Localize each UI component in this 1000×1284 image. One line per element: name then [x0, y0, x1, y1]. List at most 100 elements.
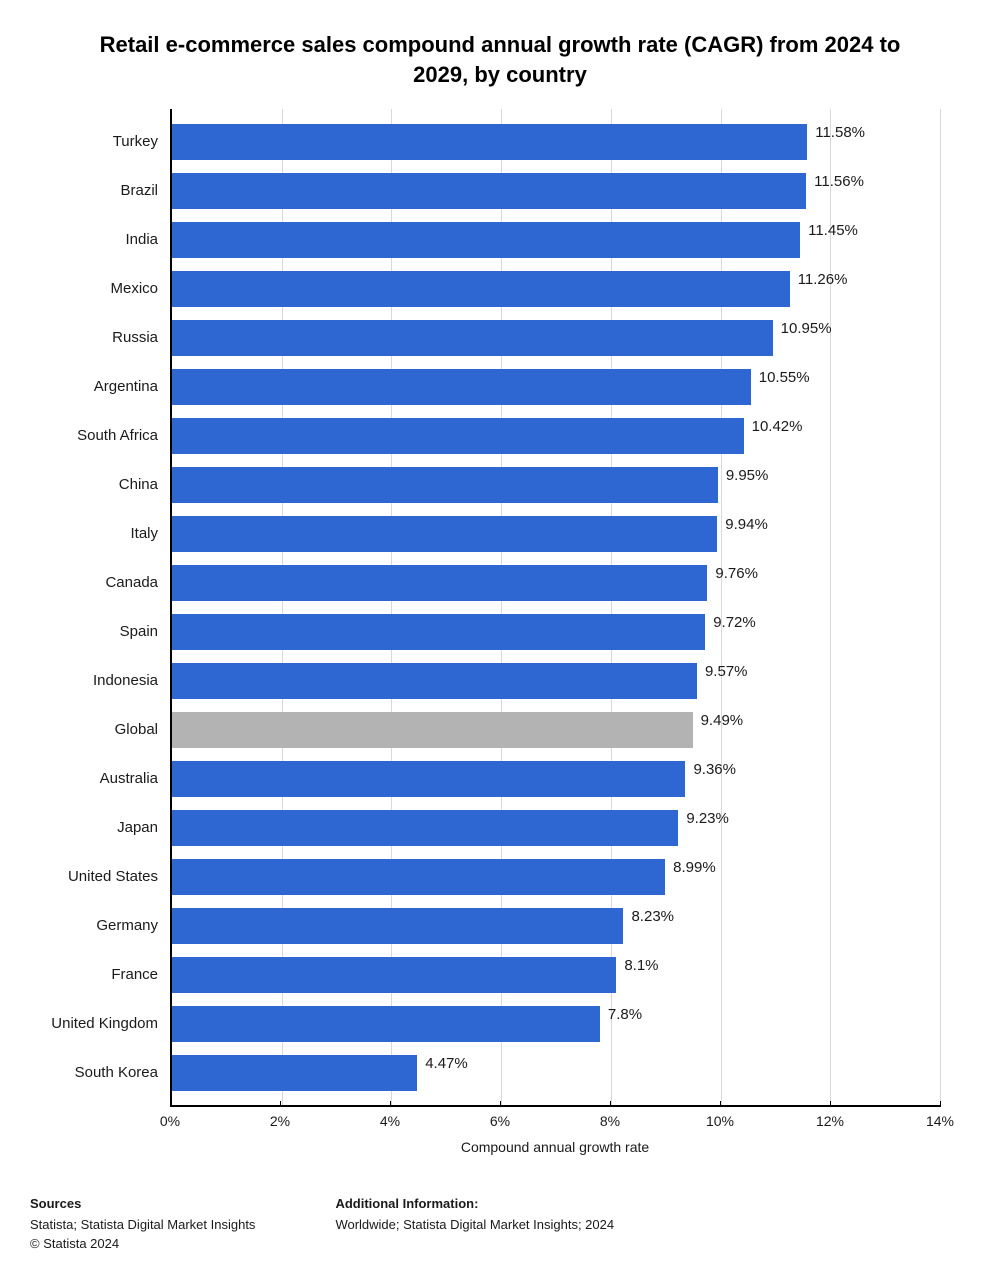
- value-label: 9.95%: [726, 467, 769, 484]
- value-label: 11.56%: [814, 173, 864, 190]
- category-label: India: [33, 231, 158, 248]
- value-label: 10.42%: [752, 418, 803, 435]
- bar-row: South Korea4.47%: [172, 1048, 940, 1097]
- bar: 9.23%: [172, 810, 678, 846]
- x-tick-label: 12%: [816, 1113, 844, 1129]
- x-tick-label: 2%: [270, 1113, 290, 1129]
- bar-row: Germany8.23%: [172, 901, 940, 950]
- value-label: 7.8%: [608, 1006, 642, 1023]
- category-label: South Korea: [33, 1064, 158, 1081]
- value-label: 9.23%: [686, 810, 729, 827]
- value-label: 8.23%: [631, 908, 674, 925]
- bar-row: China9.95%: [172, 460, 940, 509]
- x-tick-mark: [280, 1101, 281, 1107]
- x-tick-mark: [720, 1101, 721, 1107]
- bar-row: United States8.99%: [172, 852, 940, 901]
- bar: 11.56%: [172, 173, 806, 209]
- category-label: Argentina: [33, 378, 158, 395]
- x-tick-mark: [500, 1101, 501, 1107]
- category-label: South Africa: [33, 427, 158, 444]
- value-label: 11.45%: [808, 222, 858, 239]
- category-label: Italy: [33, 525, 158, 542]
- bar: 9.49%: [172, 712, 693, 748]
- x-tick-mark: [610, 1101, 611, 1107]
- plot-area: Turkey11.58%Brazil11.56%India11.45%Mexic…: [170, 109, 940, 1105]
- bar: 8.99%: [172, 859, 665, 895]
- bar: 9.76%: [172, 565, 707, 601]
- x-tick-mark: [170, 1101, 171, 1107]
- category-label: United States: [33, 868, 158, 885]
- bars-group: Turkey11.58%Brazil11.56%India11.45%Mexic…: [172, 117, 940, 1097]
- bar-row: Australia9.36%: [172, 754, 940, 803]
- bar-row: Turkey11.58%: [172, 117, 940, 166]
- sources-heading: Sources: [30, 1195, 255, 1214]
- value-label: 9.72%: [713, 614, 756, 631]
- bar: 10.55%: [172, 369, 751, 405]
- bar: 11.58%: [172, 124, 807, 160]
- category-label: Turkey: [33, 133, 158, 150]
- bar: 8.23%: [172, 908, 623, 944]
- x-tick-mark: [390, 1101, 391, 1107]
- value-label: 9.57%: [705, 663, 748, 680]
- bar: 10.42%: [172, 418, 744, 454]
- chart-footer: Sources Statista; Statista Digital Marke…: [30, 1195, 970, 1254]
- x-axis-title: Compound annual growth rate: [170, 1139, 940, 1155]
- x-tick-label: 6%: [490, 1113, 510, 1129]
- value-label: 10.55%: [759, 369, 810, 386]
- bar-row: Japan9.23%: [172, 803, 940, 852]
- bar: 4.47%: [172, 1055, 417, 1091]
- bar-row: Canada9.76%: [172, 558, 940, 607]
- x-tick-mark: [830, 1101, 831, 1107]
- bar: 9.57%: [172, 663, 697, 699]
- category-label: Spain: [33, 623, 158, 640]
- category-label: United Kingdom: [33, 1015, 158, 1032]
- bar: 7.8%: [172, 1006, 600, 1042]
- bar-row: Brazil11.56%: [172, 166, 940, 215]
- additional-line: Worldwide; Statista Digital Market Insig…: [335, 1216, 614, 1235]
- x-tick-mark: [940, 1101, 941, 1107]
- category-label: China: [33, 476, 158, 493]
- x-tick-label: 8%: [600, 1113, 620, 1129]
- value-label: 4.47%: [425, 1055, 468, 1072]
- x-axis: 0%2%4%6%8%10%12%14%: [170, 1105, 940, 1135]
- bar-row: Italy9.94%: [172, 509, 940, 558]
- bar-row: South Africa10.42%: [172, 411, 940, 460]
- footer-additional: Additional Information: Worldwide; Stati…: [335, 1195, 614, 1254]
- bar-row: United Kingdom7.8%: [172, 999, 940, 1048]
- bar: 10.95%: [172, 320, 773, 356]
- bar: 11.26%: [172, 271, 790, 307]
- chart-container: Retail e-commerce sales compound annual …: [0, 0, 1000, 1284]
- value-label: 9.94%: [725, 516, 768, 533]
- category-label: France: [33, 966, 158, 983]
- category-label: Japan: [33, 819, 158, 836]
- gridline: [940, 109, 941, 1105]
- bar: 9.94%: [172, 516, 717, 552]
- category-label: Canada: [33, 574, 158, 591]
- sources-line: Statista; Statista Digital Market Insigh…: [30, 1216, 255, 1235]
- category-label: Mexico: [33, 280, 158, 297]
- chart-title: Retail e-commerce sales compound annual …: [70, 30, 930, 89]
- bar: 9.72%: [172, 614, 705, 650]
- bar-row: Russia10.95%: [172, 313, 940, 362]
- category-label: Indonesia: [33, 672, 158, 689]
- bar-row: Spain9.72%: [172, 607, 940, 656]
- bar-row: Indonesia9.57%: [172, 656, 940, 705]
- bar: 11.45%: [172, 222, 800, 258]
- category-label: Australia: [33, 770, 158, 787]
- bar: 9.95%: [172, 467, 718, 503]
- value-label: 8.99%: [673, 859, 716, 876]
- x-tick-label: 4%: [380, 1113, 400, 1129]
- bar-row: India11.45%: [172, 215, 940, 264]
- bar-row: Argentina10.55%: [172, 362, 940, 411]
- value-label: 9.76%: [715, 565, 758, 582]
- category-label: Brazil: [33, 182, 158, 199]
- category-label: Global: [33, 721, 158, 738]
- x-tick-label: 14%: [926, 1113, 954, 1129]
- value-label: 10.95%: [781, 320, 832, 337]
- bar-row: France8.1%: [172, 950, 940, 999]
- bar: 8.1%: [172, 957, 616, 993]
- x-tick-label: 10%: [706, 1113, 734, 1129]
- bar-row: Global9.49%: [172, 705, 940, 754]
- value-label: 8.1%: [624, 957, 658, 974]
- bar: 9.36%: [172, 761, 685, 797]
